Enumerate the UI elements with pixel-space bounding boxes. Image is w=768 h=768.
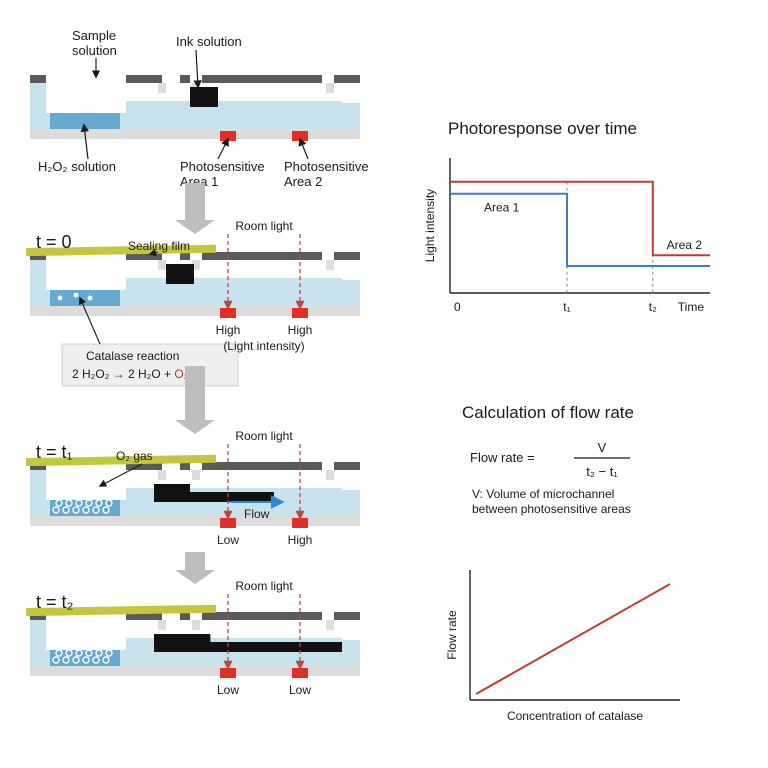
svg-text:Sample: Sample [72,28,116,43]
svg-text:High: High [288,323,313,337]
svg-text:H₂O₂ solution: H₂O₂ solution [38,159,116,174]
svg-text:Photosensitive: Photosensitive [284,159,369,174]
svg-text:0: 0 [454,300,461,314]
figure-microfluidic-flowrate: Samplesolution Ink solution H₂O₂ solution P… [0,0,768,768]
svg-text:Ink solution: Ink solution [176,34,242,49]
svg-text:Flow: Flow [244,507,270,521]
svg-text:Concentration of catalase: Concentration of catalase [507,709,643,723]
svg-text:Photosensitive: Photosensitive [180,159,265,174]
svg-text:Room light: Room light [235,579,293,593]
svg-text:between photosensitive areas: between photosensitive areas [472,502,631,516]
svg-text:Room light: Room light [235,429,293,443]
svg-text:Sealing film: Sealing film [128,239,190,253]
svg-text:Area 2: Area 2 [284,174,322,189]
svg-text:Time: Time [678,300,705,314]
svg-text:Flow rate =: Flow rate = [470,450,535,465]
svg-text:Calculation of flow rate: Calculation of flow rate [462,403,634,422]
svg-text:Light intensity: Light intensity [423,189,437,262]
svg-text:Low: Low [289,683,311,697]
svg-text:Area 1: Area 1 [484,201,520,215]
svg-text:High: High [288,533,313,547]
svg-text:(Light intensity): (Light intensity) [223,339,304,353]
svg-text:t = 0: t = 0 [36,232,72,252]
svg-text:Area 2: Area 2 [667,238,703,252]
svg-text:t₂: t₂ [649,300,657,314]
svg-text:t = t₁: t = t₁ [36,442,73,462]
svg-text:V: V [598,440,607,455]
svg-text:Low: Low [217,533,239,547]
svg-text:O₂ gas: O₂ gas [116,449,153,463]
svg-text:t₂ − t₁: t₂ − t₁ [586,464,618,479]
svg-text:V: Volume of microchannel: V: Volume of microchannel [472,487,614,501]
svg-text:Flow rate: Flow rate [445,610,459,660]
svg-text:High: High [216,323,241,337]
svg-text:Low: Low [217,683,239,697]
svg-text:solution: solution [72,43,117,58]
svg-text:2 H₂O₂ → 2 H₂O + O₂: 2 H₂O₂ → 2 H₂O + O₂ [72,367,189,381]
svg-text:Catalase reaction: Catalase reaction [86,349,179,363]
svg-text:t = t₂: t = t₂ [36,592,74,612]
svg-text:t₁: t₁ [563,300,570,314]
svg-text:Room light: Room light [235,219,293,233]
svg-text:Photoresponse over time: Photoresponse over time [448,119,637,138]
